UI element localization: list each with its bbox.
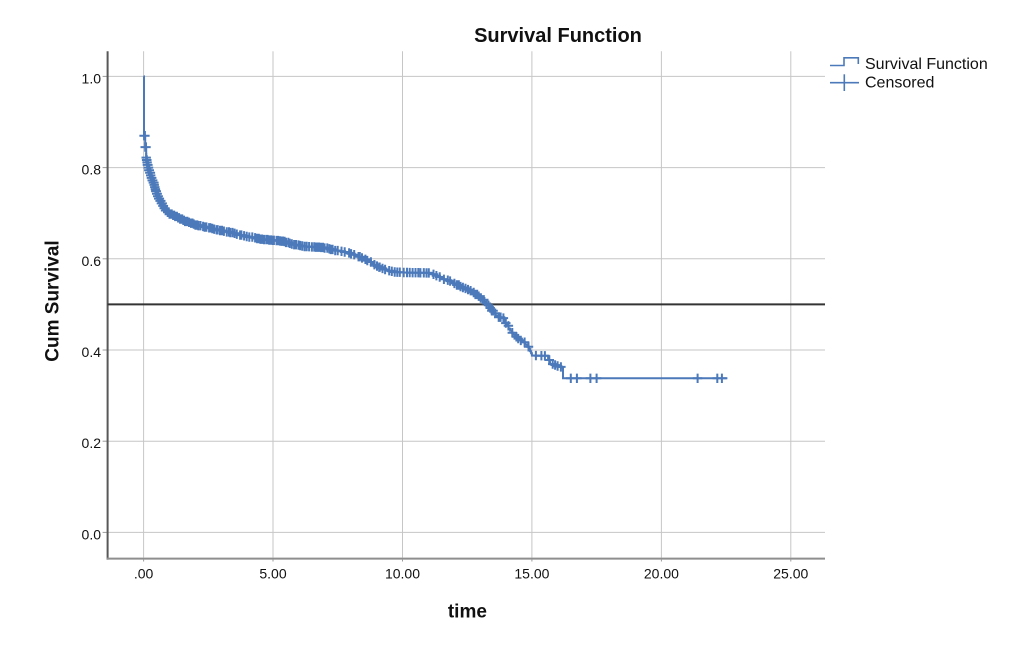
svg-text:0.6: 0.6 (82, 253, 102, 269)
svg-text:Survival Function: Survival Function (474, 25, 642, 47)
svg-text:Censored: Censored (865, 75, 934, 92)
svg-text:0.8: 0.8 (82, 162, 102, 178)
svg-text:0.2: 0.2 (82, 435, 102, 451)
svg-text:10.00: 10.00 (385, 566, 420, 582)
svg-text:25.00: 25.00 (773, 566, 808, 582)
svg-text:1.0: 1.0 (82, 70, 102, 86)
svg-text:0.4: 0.4 (82, 344, 102, 360)
svg-text:5.00: 5.00 (259, 566, 286, 582)
svg-text:0.0: 0.0 (82, 526, 102, 542)
svg-text:Cum Survival: Cum Survival (43, 240, 64, 361)
svg-text:Survival Function: Survival Function (865, 56, 988, 73)
svg-text:.00: .00 (134, 566, 154, 582)
svg-text:15.00: 15.00 (514, 566, 549, 582)
svg-text:time: time (448, 602, 487, 623)
svg-text:20.00: 20.00 (644, 566, 679, 582)
